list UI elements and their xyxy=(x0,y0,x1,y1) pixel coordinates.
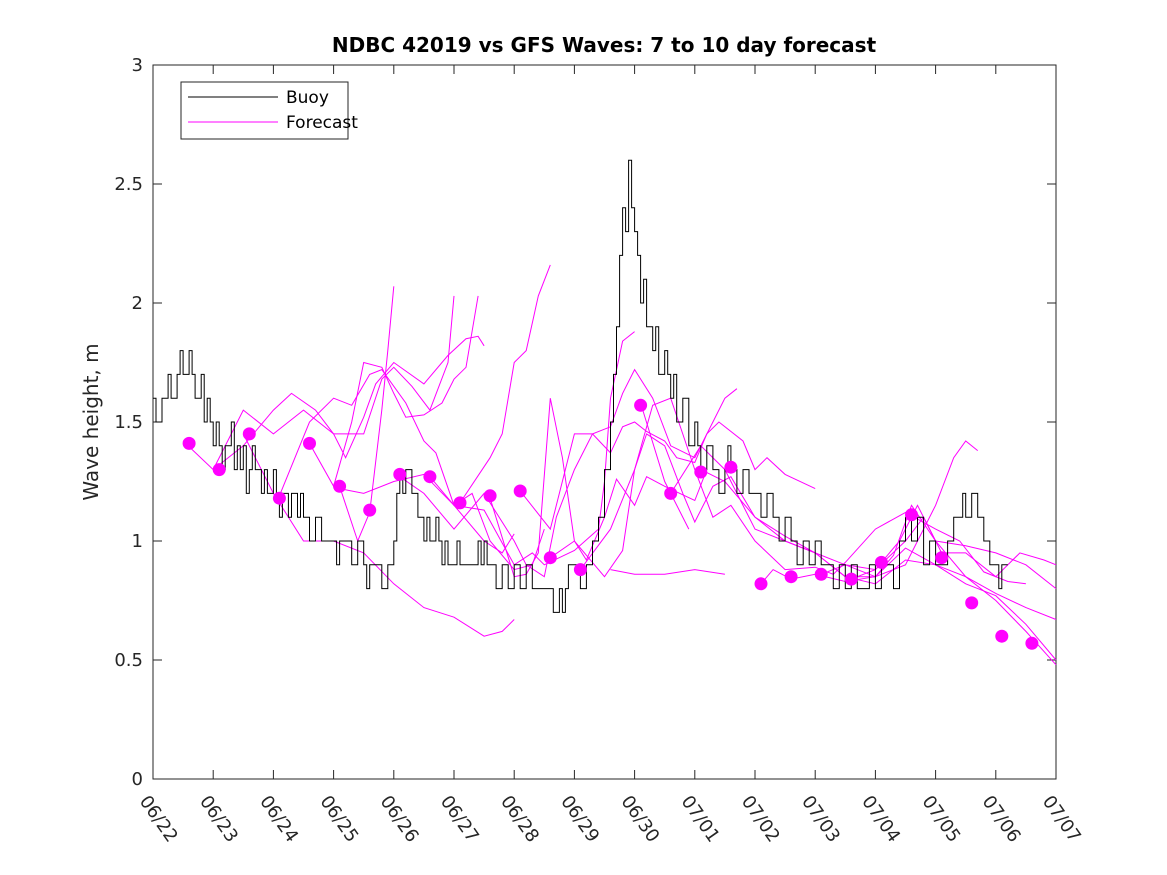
forecast-trace-15 xyxy=(610,569,725,575)
chart-title: NDBC 42019 vs GFS Waves: 7 to 10 day for… xyxy=(332,33,877,57)
forecast-markers xyxy=(182,398,1039,650)
forecast-trace-10 xyxy=(459,264,551,504)
forecast-marker xyxy=(874,555,888,569)
forecast-trace-5 xyxy=(309,295,479,488)
forecast-trace-12 xyxy=(519,421,816,531)
forecast-trace-7 xyxy=(339,473,515,554)
forecast-marker xyxy=(814,567,828,581)
forecast-marker xyxy=(423,470,437,484)
x-tick-label: 06/25 xyxy=(316,792,363,847)
y-axis-label: Wave height, m xyxy=(79,343,103,500)
forecast-trace-13 xyxy=(550,397,1026,585)
y-tick-labels: 0 0.5 1 1.5 2 2.5 3 xyxy=(114,55,143,790)
forecast-marker xyxy=(754,577,768,591)
legend-forecast-label: Forecast xyxy=(286,113,358,133)
forecast-marker xyxy=(664,486,678,500)
forecast-marker xyxy=(543,551,557,565)
x-tick-label: 07/07 xyxy=(1038,792,1085,847)
forecast-marker xyxy=(724,460,738,474)
forecast-marker xyxy=(694,465,708,479)
forecast-trace-9 xyxy=(429,331,635,566)
forecast-trace-6 xyxy=(339,286,395,543)
x-tick-label: 06/30 xyxy=(617,792,664,847)
legend: Buoy Forecast xyxy=(180,81,358,140)
plot-background xyxy=(153,65,1056,779)
forecast-marker xyxy=(363,503,377,517)
forecast-marker xyxy=(182,436,196,450)
forecast-trace-3 xyxy=(242,433,515,637)
forecast-marker xyxy=(483,489,497,503)
forecast-marker xyxy=(784,570,798,584)
forecast-trace-1 xyxy=(182,335,485,471)
forecast-marker xyxy=(965,596,979,610)
x-tick-label: 07/02 xyxy=(737,792,784,847)
forecast-marker xyxy=(242,427,256,441)
forecast-marker xyxy=(212,463,226,477)
legend-box xyxy=(180,81,349,140)
x-tick-label: 06/27 xyxy=(436,792,483,847)
x-tick-label: 07/03 xyxy=(797,792,844,847)
x-tick-label: 07/04 xyxy=(857,792,904,847)
y-tick-label: 1 xyxy=(132,531,143,552)
buoy-series xyxy=(153,159,1008,613)
x-tick-labels: 06/22 06/23 06/24 06/25 06/26 06/27 06/28 06/29… xyxy=(135,792,1085,847)
x-tick-label: 06/24 xyxy=(255,792,302,847)
forecast-trace-11 xyxy=(489,398,708,578)
forecast-trace-16 xyxy=(640,402,690,530)
x-tick-label: 06/22 xyxy=(135,792,182,847)
forecast-marker xyxy=(453,496,467,510)
x-tick-label: 07/05 xyxy=(918,792,965,847)
forecast-trace-4 xyxy=(278,368,545,571)
forecast-marker xyxy=(513,484,527,498)
forecast-marker xyxy=(995,629,1009,643)
forecast-marker xyxy=(303,436,316,450)
x-tick-label: 06/23 xyxy=(195,792,242,847)
y-tick-label: 0.5 xyxy=(114,650,143,671)
y-tick-label: 1.5 xyxy=(114,412,143,433)
x-tick-label: 06/28 xyxy=(496,792,543,847)
forecast-marker xyxy=(1025,636,1039,650)
forecast-trace-17 xyxy=(670,445,1057,661)
forecast-marker xyxy=(573,563,587,577)
legend-buoy-label: Buoy xyxy=(286,88,329,108)
y-tick-label: 0 xyxy=(132,769,143,790)
forecast-marker xyxy=(905,508,918,522)
y-tick-label: 2.5 xyxy=(114,174,143,195)
x-tick-label: 07/01 xyxy=(677,792,724,847)
x-tick-label: 06/26 xyxy=(376,792,423,847)
forecast-marker xyxy=(393,467,407,481)
y-tick-label: 2 xyxy=(132,293,143,314)
forecast-marker xyxy=(844,572,858,586)
x-tick-label: 07/06 xyxy=(978,792,1025,847)
forecast-marker xyxy=(634,398,648,412)
forecast-marker xyxy=(935,551,949,565)
forecast-traces xyxy=(182,264,1057,666)
forecast-marker xyxy=(272,491,286,505)
buoy-line xyxy=(153,159,1008,613)
forecast-trace-2 xyxy=(212,295,455,470)
y-tick-label: 3 xyxy=(132,55,143,76)
forecast-marker xyxy=(333,479,347,493)
x-tick-label: 06/29 xyxy=(556,792,603,847)
